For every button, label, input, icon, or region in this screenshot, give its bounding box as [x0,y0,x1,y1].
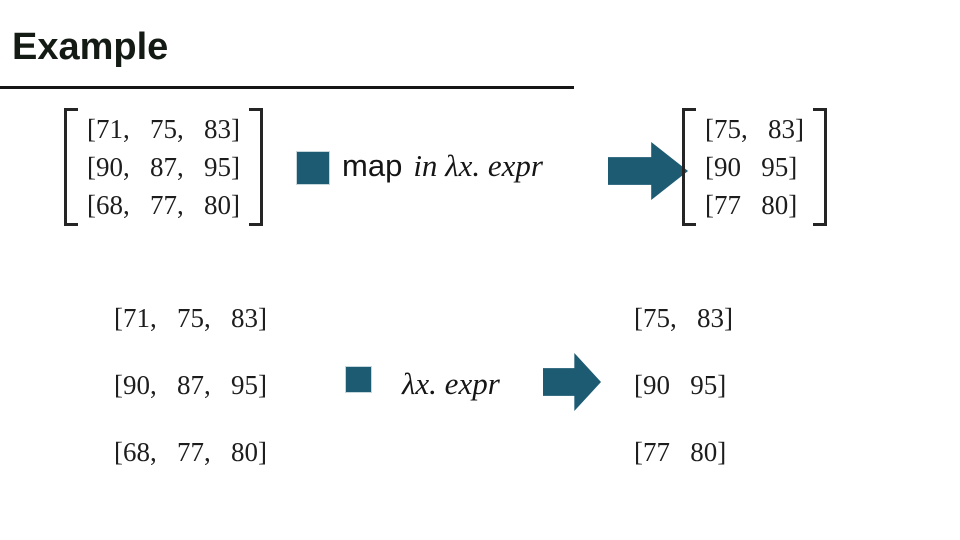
list-row: [71, 75, 83] [114,303,267,333]
list-row: [77 80] [634,437,727,467]
lambda-expression: λx. expr [402,366,500,401]
input-matrix: [71, 75, 83] [90, 87, 95] [68, 77, 80] [64,108,263,226]
matrix-row: [75, 83] [705,114,804,144]
list-row: [90 95] [634,370,727,400]
matrix-row: [71, 75, 83] [87,114,240,144]
title-underline [0,86,574,89]
right-arrow-icon [543,353,601,411]
right-bracket [812,108,827,226]
lambda-expression-label: λx. expr [402,362,500,406]
matrix-row: [68, 77, 80] [87,190,240,220]
list-row: [90, 87, 95] [114,370,267,400]
output-matrix-rows: [75, 83] [90 95] [77 80] [696,108,813,226]
matrix-row: [90, 87, 95] [87,152,240,182]
right-bracket [248,108,263,226]
input-matrix-rows: [71, 75, 83] [90, 87, 95] [68, 77, 80] [78,108,249,226]
output-matrix: [75, 83] [90 95] [77 80] [682,108,827,226]
matrix-row: [77 80] [705,190,798,220]
left-bracket [64,108,78,226]
map-keyword: map [342,148,403,183]
teal-square-bullet-icon [345,366,372,393]
page-title: Example [12,26,169,68]
input-row-list: [71, 75, 83] [90, 87, 95] [68, 77, 80] [114,303,267,467]
map-operation-label: map in λx. expr [342,143,543,189]
teal-square-bullet-icon [296,151,330,185]
right-arrow-icon [608,142,688,200]
list-row: [75, 83] [634,303,733,333]
matrix-row: [90 95] [705,152,798,182]
lambda-binder-expression: in λx. expr [413,148,543,183]
output-row-list: [75, 83] [90 95] [77 80] [634,303,733,467]
left-bracket [682,108,696,226]
list-row: [68, 77, 80] [114,437,267,467]
